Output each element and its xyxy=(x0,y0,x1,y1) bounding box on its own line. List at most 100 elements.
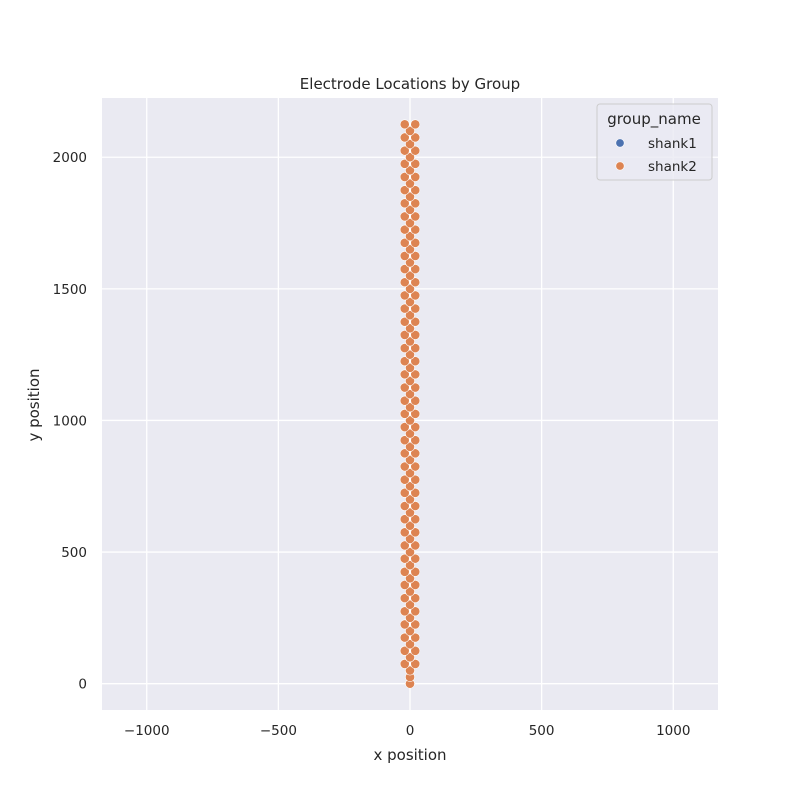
electrode-point-shank2 xyxy=(405,283,415,294)
electrode-point-shank2 xyxy=(405,270,415,281)
electrode-point-shank2 xyxy=(410,251,421,261)
electrode-point-shank2 xyxy=(405,349,415,360)
electrode-point-shank2 xyxy=(410,316,421,327)
electrode-point-shank2 xyxy=(405,652,415,663)
electrode-point-shank2 xyxy=(410,619,421,630)
electrode-point-shank2 xyxy=(405,336,415,347)
electrode-point-shank2 xyxy=(410,145,421,156)
y-tick-label: 2000 xyxy=(53,150,87,166)
electrode-point-shank2 xyxy=(410,119,421,130)
electrode-point-shank2 xyxy=(399,382,410,393)
electrode-point-shank2 xyxy=(410,487,421,498)
electrode-point-shank2 xyxy=(410,343,421,353)
electrode-point-shank2 xyxy=(399,145,410,156)
electrode-point-shank2 xyxy=(399,172,410,182)
electrode-point-shank2 xyxy=(399,343,410,353)
electrode-point-shank2 xyxy=(399,408,410,419)
electrode-point-shank2 xyxy=(410,474,421,485)
electrode-point-shank2 xyxy=(405,534,415,544)
electrode-point-shank2 xyxy=(399,303,410,314)
electrode-point-shank2 xyxy=(399,553,410,564)
electrode-point-shank2 xyxy=(399,593,410,604)
electrode-point-shank2 xyxy=(399,527,410,538)
chart-title: Electrode Locations by Group xyxy=(300,75,520,93)
electrode-point-shank2 xyxy=(399,369,410,380)
electrode-point-shank2 xyxy=(399,474,410,485)
electrode-point-shank2 xyxy=(405,665,415,676)
legend-title: group_name xyxy=(607,110,701,129)
electrode-point-shank2 xyxy=(405,244,415,255)
electrode-point-shank2 xyxy=(410,211,421,222)
electrode-point-shank2 xyxy=(410,264,421,274)
x-axis-label: x position xyxy=(373,746,446,764)
electrode-point-shank2 xyxy=(405,165,415,176)
electrode-point-shank2 xyxy=(410,172,421,182)
electrode-point-shank2 xyxy=(405,297,415,307)
electrode-point-shank2 xyxy=(399,422,410,432)
electrode-point-shank2 xyxy=(399,566,410,577)
electrode-point-shank2 xyxy=(410,237,421,248)
electrode-point-shank2 xyxy=(405,639,415,650)
electrode-point-shank2 xyxy=(399,264,410,274)
electrode-point-shank2 xyxy=(405,389,415,400)
electrode-point-shank2 xyxy=(399,290,410,301)
electrode-point-shank2 xyxy=(405,402,415,413)
electrode-point-shank2 xyxy=(410,158,421,169)
electrode-point-shank2 xyxy=(405,204,415,215)
electrode-point-shank2 xyxy=(410,566,421,577)
electrode-point-shank2 xyxy=(405,218,415,228)
electrode-point-shank2 xyxy=(410,593,421,604)
electrode-point-shank2 xyxy=(399,580,410,590)
electrode-point-shank2 xyxy=(399,237,410,248)
electrode-point-shank2 xyxy=(410,356,421,367)
electrode-point-shank2 xyxy=(399,435,410,446)
electrode-point-shank2 xyxy=(410,369,421,380)
electrode-point-shank2 xyxy=(399,198,410,209)
electrode-point-shank2 xyxy=(410,580,421,590)
electrode-point-shank2 xyxy=(399,316,410,327)
electrode-point-shank2 xyxy=(410,448,421,459)
electrode-point-shank2 xyxy=(405,441,415,452)
electrode-point-shank2 xyxy=(399,487,410,498)
electrode-point-shank2 xyxy=(399,119,410,130)
electrode-point-shank2 xyxy=(410,422,421,432)
electrode-point-shank2 xyxy=(399,619,410,630)
x-tick-label: −500 xyxy=(260,723,297,739)
x-tick-label: 0 xyxy=(406,723,415,739)
y-axis-ticks: 0 500 1000 1500 2000 xyxy=(53,150,87,692)
electrode-point-shank2 xyxy=(405,547,415,557)
electrode-point-shank2 xyxy=(405,415,415,426)
electrode-point-shank2 xyxy=(405,362,415,373)
electrode-point-shank2 xyxy=(399,356,410,367)
electrode-point-shank2 xyxy=(399,132,410,143)
electrode-point-shank2 xyxy=(405,191,415,202)
electrode-point-shank2 xyxy=(410,514,421,525)
electrode-point-shank2 xyxy=(410,330,421,340)
electrode-point-shank2 xyxy=(405,599,415,610)
electrode-point-shank2 xyxy=(399,251,410,261)
electrode-point-shank2 xyxy=(405,178,415,189)
legend-marker-shank2 xyxy=(615,161,625,171)
electrode-point-shank2 xyxy=(405,152,415,163)
electrode-point-shank2 xyxy=(399,606,410,617)
electrode-point-shank2 xyxy=(405,323,415,334)
electrode-point-shank2 xyxy=(410,303,421,314)
electrode-point-shank2 xyxy=(405,455,415,465)
electrode-point-shank2 xyxy=(410,553,421,564)
electrode-point-shank2 xyxy=(405,310,415,321)
legend-marker-shank1 xyxy=(615,138,625,148)
electrode-point-shank2 xyxy=(410,224,421,235)
electrode-point-shank2 xyxy=(405,126,415,136)
electrode-point-shank2 xyxy=(410,540,421,551)
electrode-point-shank2 xyxy=(405,573,415,584)
electrode-point-shank2 xyxy=(410,382,421,393)
electrode-point-shank2 xyxy=(399,158,410,169)
electrode-point-shank2 xyxy=(399,448,410,459)
y-axis-label: y position xyxy=(25,368,43,441)
y-tick-label: 1000 xyxy=(53,413,87,429)
y-tick-label: 1500 xyxy=(53,282,87,298)
electrode-point-shank2 xyxy=(405,494,415,505)
electrode-point-shank2 xyxy=(410,290,421,301)
electrode-point-shank2 xyxy=(405,376,415,386)
y-tick-label: 500 xyxy=(61,545,87,561)
